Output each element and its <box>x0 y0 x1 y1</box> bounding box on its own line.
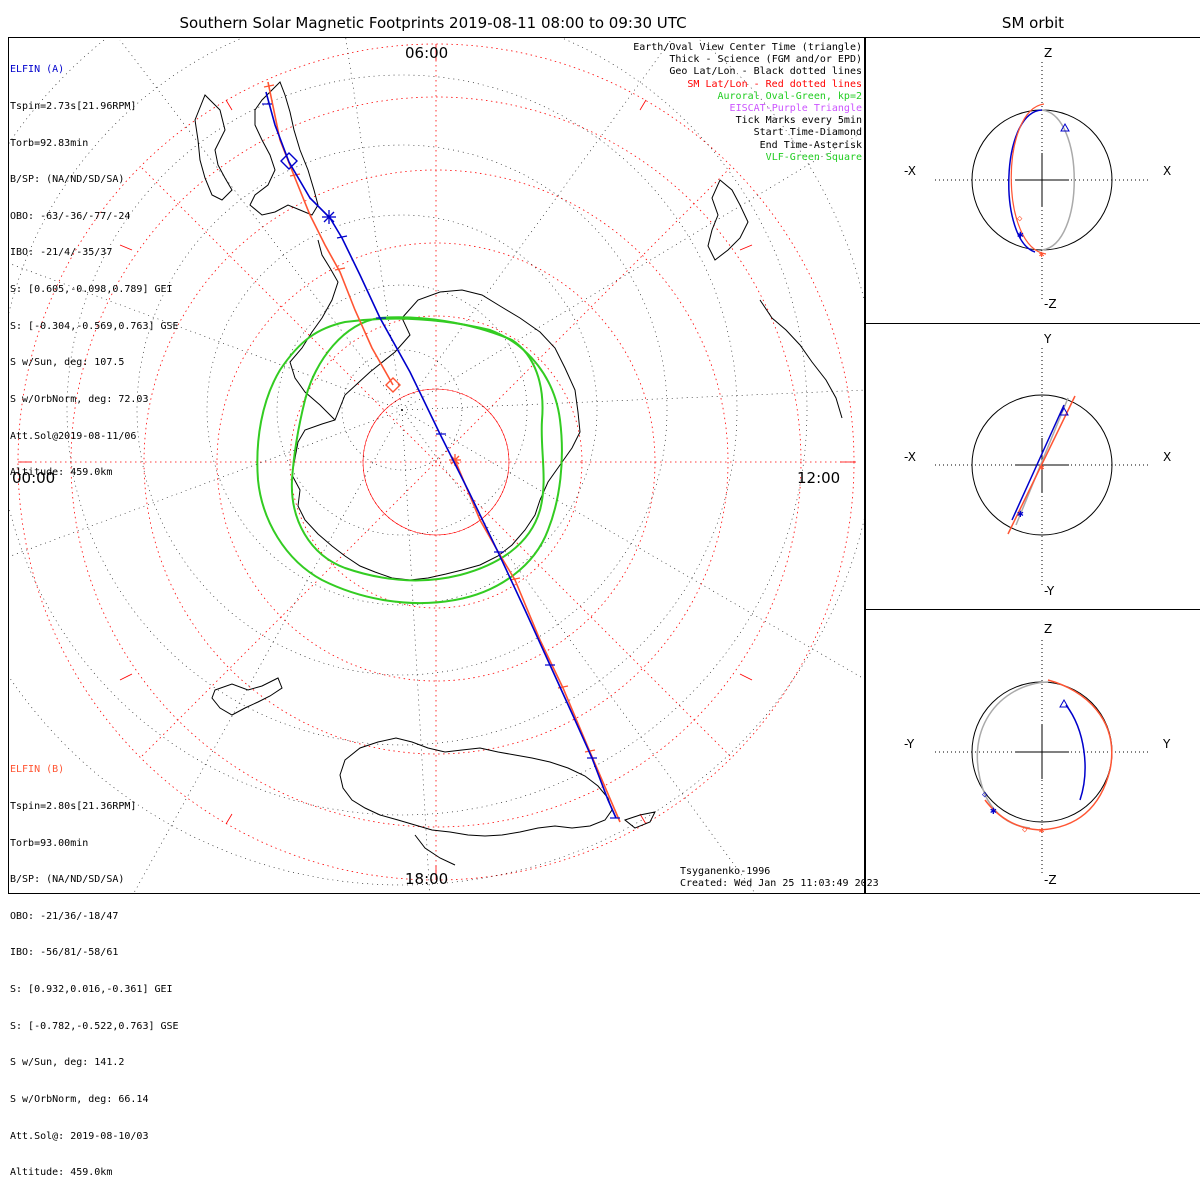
elfin-b-line: Tspin=2.80s[21.36RPM] <box>10 801 137 813</box>
orbit-xz-top: Z <box>1044 46 1052 60</box>
orbit-panel-xz: ◇ ✱ ✱ <box>935 62 1150 300</box>
legend-entry: VLF-Green Square <box>765 151 862 163</box>
legend-entry: Tick Marks every 5min <box>735 115 862 127</box>
elfin-b-line: Torb=93.00min <box>10 837 89 849</box>
coastlines <box>194 81 843 866</box>
legend-entry: Geo Lat/Lon - Black dotted lines <box>669 66 862 78</box>
orbit-xy-left: -X <box>904 450 916 464</box>
svg-text:✱: ✱ <box>1017 228 1024 241</box>
legend: Earth/Oval View Center Time (triangle) Th… <box>633 42 862 164</box>
mlt-label-right: 12:00 <box>797 469 840 487</box>
elfin-b-line: S: [0.932,0.016,-0.361] GEI <box>10 984 173 996</box>
elfin-b-line: Att.Sol@: 2019-08-10/03 <box>10 1130 149 1142</box>
credit-model: Tsyganenko-1996 <box>680 866 771 877</box>
footprint-map-frame <box>8 37 865 894</box>
orbit-yz-left: -Y <box>904 737 915 751</box>
elfin-a-line: S: [0.605,-0.098,0.789] GEI <box>10 284 173 296</box>
elfin-b-line: S: [-0.782,-0.522,0.763] GSE <box>10 1020 179 1032</box>
orbit-yz-bottom: -Z <box>1044 873 1057 887</box>
auroral-ovals <box>256 316 563 605</box>
elfin-a-name: ELFIN (A) <box>10 64 65 76</box>
elfin-b-line: OBO: -21/36/-18/47 <box>10 910 119 922</box>
orbit-xy-top: Y <box>1043 332 1052 346</box>
legend-entry: Thick - Science (FGM and/or EPD) <box>669 54 862 66</box>
elfin-b-line: Altitude: 459.0km <box>10 1167 113 1179</box>
elfin-a-line: IBO: -21/4/-35/37 <box>10 247 113 259</box>
legend-entry: Start Time-Diamond <box>753 127 862 139</box>
elfin-b-info: ELFIN (B) Tspin=2.80s[21.36RPM] Torb=93.… <box>10 740 179 1192</box>
elfin-a-line: Torb=92.83min <box>10 137 89 149</box>
orbit-panel-frame-xz <box>865 37 1200 324</box>
orbit-xz-bottom: -Z <box>1044 297 1057 311</box>
svg-text:✱: ✱ <box>1017 507 1024 520</box>
orbit-xy-bottom: -Y <box>1044 584 1055 598</box>
elfin-a-line: Altitude: 459.0km <box>10 467 113 479</box>
elfin-b-line: B/SP: (NA/ND/SD/SA) <box>10 874 125 886</box>
elfin-b-line: S w/Sun, deg: 141.2 <box>10 1057 125 1069</box>
plot-title: Southern Solar Magnetic Footprints 2019-… <box>179 14 687 32</box>
elfin-a-end-asterisk <box>322 210 336 224</box>
elfin-a-line: OBO: -63/-36/-77/-24 <box>10 210 131 222</box>
orbit-panel-xy: ✱ ✱ <box>935 348 1150 585</box>
orbit-xz-left: -X <box>904 164 916 178</box>
sm-meridians <box>20 50 852 874</box>
elfin-b-track <box>263 81 621 823</box>
mlt-label-top: 06:00 <box>405 44 448 62</box>
elfin-b-name: ELFIN (B) <box>10 764 65 776</box>
elfin-a-info: ELFIN (A) Tspin=2.73s[21.96RPM] Torb=92.… <box>10 40 179 492</box>
svg-text:✱: ✱ <box>990 804 997 817</box>
svg-text:✱: ✱ <box>1039 250 1045 260</box>
orbit-panel-frame-yz <box>865 609 1200 894</box>
legend-entry: EISCAT-Purple Triangle <box>729 103 862 115</box>
orbit-panel-frame-xy <box>865 323 1200 610</box>
legend-entry: Auroral Oval-Green, kp=2 <box>717 90 863 102</box>
orbit-panel-yz: ✱ ◇ ◇ ✱ <box>935 640 1150 875</box>
svg-text:◇: ◇ <box>1022 825 1028 835</box>
geo-grid <box>9 38 864 893</box>
credit: Tsyganenko-1996 Created: Wed Jan 25 11:0… <box>680 866 879 890</box>
legend-entry: Earth/Oval View Center Time (triangle) <box>633 42 862 53</box>
orbit-axis-labels: Z -X X -Z Y -X X -Y Z -Y Y -Z <box>904 46 1171 887</box>
elfin-b-start-diamond <box>385 377 401 393</box>
elfin-a-line: Att.Sol@2019-08-11/06 <box>10 430 137 442</box>
elfin-a-start-diamond <box>280 152 298 170</box>
footprint-map: 06:00 00:00 12:00 18:00 <box>9 38 1171 893</box>
legend-entry: End Time-Asterisk <box>759 139 862 151</box>
elfin-a-line: B/SP: (NA/ND/SD/SA) <box>10 174 125 186</box>
elfin-a-line: Tspin=2.73s[21.96RPM] <box>10 101 137 113</box>
elfin-a-line: S w/Sun, deg: 107.5 <box>10 357 125 369</box>
orbit-xz-right: X <box>1163 164 1171 178</box>
credit-created: Created: Wed Jan 25 11:03:49 2023 <box>680 878 879 890</box>
orbit-xy-right: X <box>1163 450 1171 464</box>
mlt-label-bottom: 18:00 <box>405 870 448 888</box>
legend-entry: SM Lat/Lon - Red dotted lines <box>687 78 862 90</box>
mlt-label-left: 00:00 <box>12 469 55 487</box>
svg-text:◇: ◇ <box>1017 214 1023 224</box>
orbit-yz-right: Y <box>1162 737 1171 751</box>
elfin-a-line: S w/OrbNorm, deg: 72.03 <box>10 393 149 405</box>
svg-text:◇: ◇ <box>982 790 988 800</box>
elfin-a-track <box>262 91 620 819</box>
elfin-b-line: S w/OrbNorm, deg: 66.14 <box>10 1093 149 1105</box>
orbit-title: SM orbit <box>1001 14 1065 32</box>
elfin-b-line: IBO: -56/81/-58/61 <box>10 947 119 959</box>
svg-text:✱: ✱ <box>1039 826 1045 836</box>
elfin-a-line: S: [-0.304,-0.569,0.763] GSE <box>10 320 179 332</box>
mlt-ticks <box>18 44 856 880</box>
svg-text:✱: ✱ <box>1039 463 1045 473</box>
orbit-yz-top: Z <box>1044 622 1052 636</box>
